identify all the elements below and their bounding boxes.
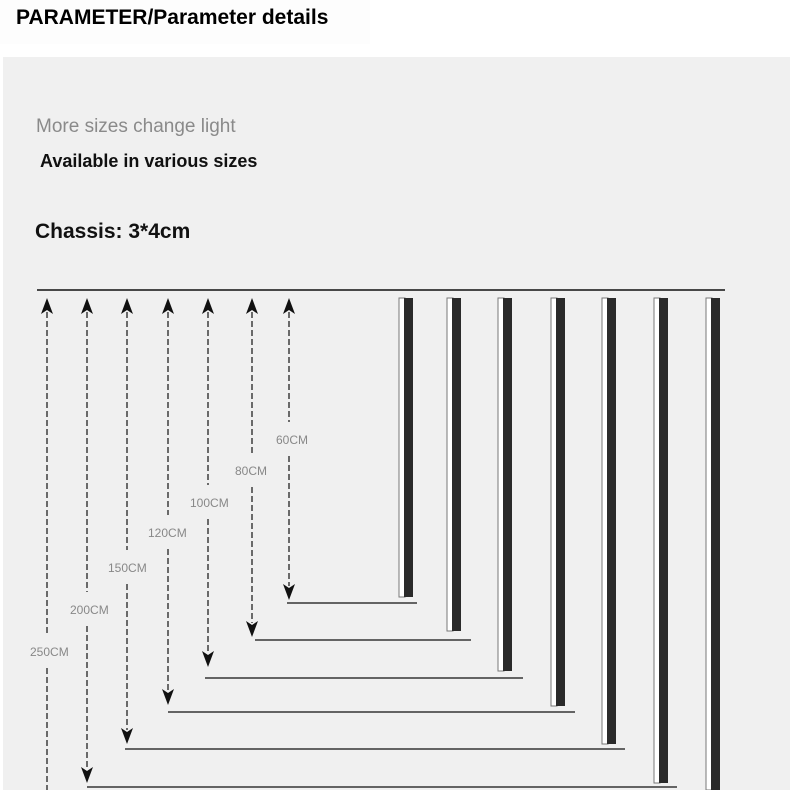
- arrow-down-icon: [246, 621, 258, 637]
- light-bar: [659, 298, 668, 783]
- size-label: 80CM: [235, 464, 267, 478]
- arrow-down-icon: [81, 767, 93, 783]
- light-bar: [404, 298, 413, 597]
- arrow-up-icon: [121, 298, 133, 314]
- size-label: 60CM: [276, 433, 308, 447]
- arrow-down-icon: [283, 584, 295, 600]
- light-bar: [556, 298, 565, 706]
- arrow-up-icon: [41, 298, 53, 314]
- tagline: Available in various sizes: [40, 151, 258, 171]
- light-bar: [503, 298, 512, 671]
- arrow-up-icon: [202, 298, 214, 314]
- header: PARAMETER/Parameter details: [0, 0, 370, 44]
- arrow-down-icon: [121, 728, 133, 744]
- page-title: PARAMETER/Parameter details: [16, 6, 329, 29]
- chassis-spec: Chassis: 3*4cm: [35, 220, 191, 243]
- light-bar: [711, 298, 720, 790]
- light-bar: [452, 298, 461, 631]
- size-label: 250CM: [30, 645, 69, 659]
- light-bar: [607, 298, 616, 744]
- arrow-up-icon: [246, 298, 258, 314]
- size-label: 120CM: [148, 526, 187, 540]
- size-label: 150CM: [108, 561, 147, 575]
- arrow-down-icon: [202, 651, 214, 667]
- size-label: 200CM: [70, 603, 109, 617]
- arrow-down-icon: [162, 689, 174, 705]
- arrow-up-icon: [162, 298, 174, 314]
- subtitle: More sizes change light: [36, 116, 236, 137]
- arrow-up-icon: [283, 298, 295, 314]
- size-label: 100CM: [190, 496, 229, 510]
- arrow-up-icon: [81, 298, 93, 314]
